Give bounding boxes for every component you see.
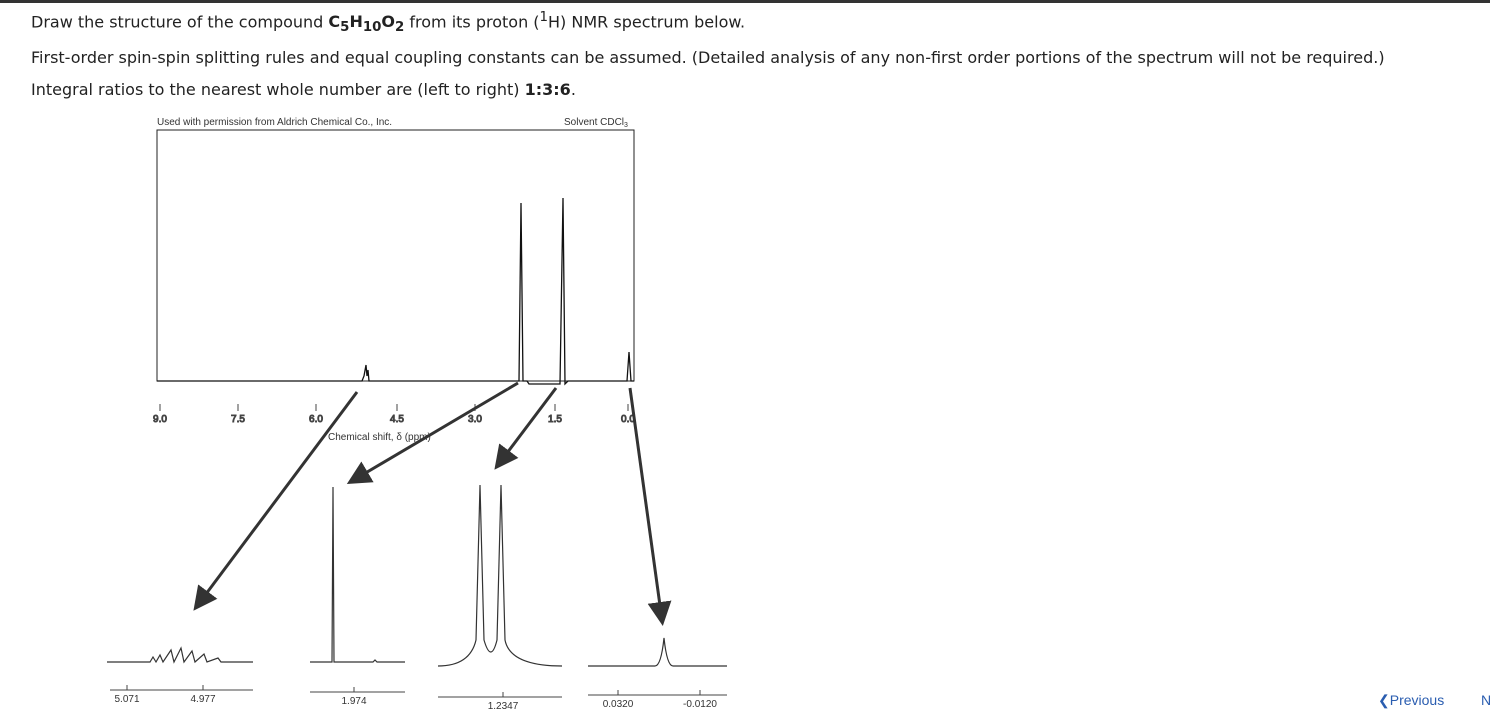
question-line: First-order spin-spin splitting rules an… [31, 48, 1385, 67]
axis-label: 1.5 [548, 414, 562, 425]
inset-labels: 5.071 4.977 1.974 1.2347 0.0320 -0.0120 [114, 685, 717, 712]
text: Draw the structure of the compound [31, 12, 329, 32]
arrows [193, 381, 672, 626]
spectrum-trace [157, 197, 634, 386]
axis-ticks: 9.0 7.5 6.0 4.5 3.0 1.5 0.0 [153, 404, 636, 426]
inset-label: 5.071 [114, 694, 139, 705]
inset-axes [110, 689, 727, 698]
text: . [570, 80, 576, 99]
axis-label: 4.5 [390, 414, 404, 425]
next-button[interactable]: N [1481, 692, 1490, 708]
axis-title: Chemical shift, δ (ppm) [328, 432, 431, 443]
text: H) NMR spectrum below. [548, 12, 746, 32]
previous-button[interactable]: ❮Previous [1378, 692, 1445, 708]
text: Integral ratios to the nearest whole num… [31, 80, 525, 99]
axis-label: 6.0 [309, 414, 323, 425]
subscript: 10 [362, 20, 382, 36]
axis-label: 0.0 [621, 414, 635, 425]
subscript: 3 [624, 122, 628, 129]
inset-label: -0.0120 [683, 699, 717, 710]
inset-traces [107, 484, 727, 667]
inset-label: 1.974 [341, 696, 366, 707]
text: H [349, 12, 363, 32]
axis-label: 9.0 [153, 414, 167, 425]
inset-label: 0.0320 [603, 699, 634, 710]
text[interactable]: Previous [1389, 692, 1445, 708]
top-bar [0, 0, 1490, 3]
axis-label: 3.0 [468, 414, 482, 425]
ratio: 1:3:6 [524, 80, 571, 99]
text: O [381, 12, 395, 32]
subscript: 2 [395, 20, 405, 36]
question-line: Draw the structure of the compound C5H10… [31, 10, 745, 36]
inset-label: 4.977 [190, 694, 215, 705]
question-line: Integral ratios to the nearest whole num… [31, 80, 576, 99]
text: C [328, 12, 341, 32]
formula: C5H10O2 [328, 12, 404, 35]
axis-label: 7.5 [231, 414, 245, 425]
text: from its proton ( [404, 12, 540, 32]
solvent: Solvent CDCl3 [564, 117, 628, 129]
inset-label: 1.2347 [488, 701, 519, 712]
text: Solvent CDCl [564, 117, 624, 128]
subscript: 5 [340, 20, 350, 36]
superscript: 1 [539, 10, 549, 25]
credit: Used with permission from Aldrich Chemic… [157, 117, 392, 128]
